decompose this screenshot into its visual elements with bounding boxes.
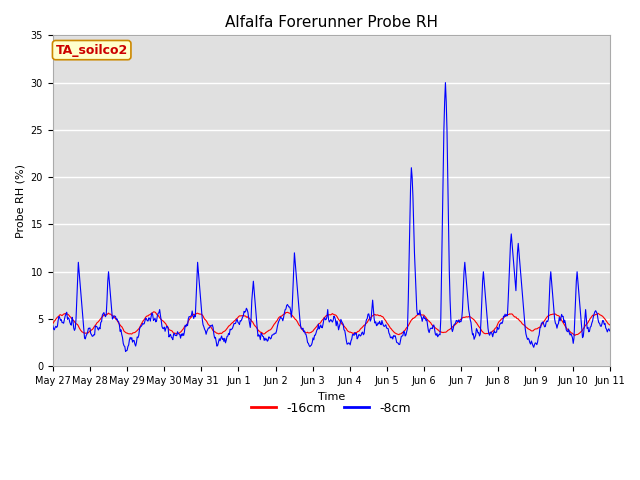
Text: TA_soilco2: TA_soilco2 [56,44,128,57]
Y-axis label: Probe RH (%): Probe RH (%) [15,164,25,238]
X-axis label: Time: Time [317,392,345,402]
Legend: -16cm, -8cm: -16cm, -8cm [246,396,416,420]
Title: Alfalfa Forerunner Probe RH: Alfalfa Forerunner Probe RH [225,15,438,30]
